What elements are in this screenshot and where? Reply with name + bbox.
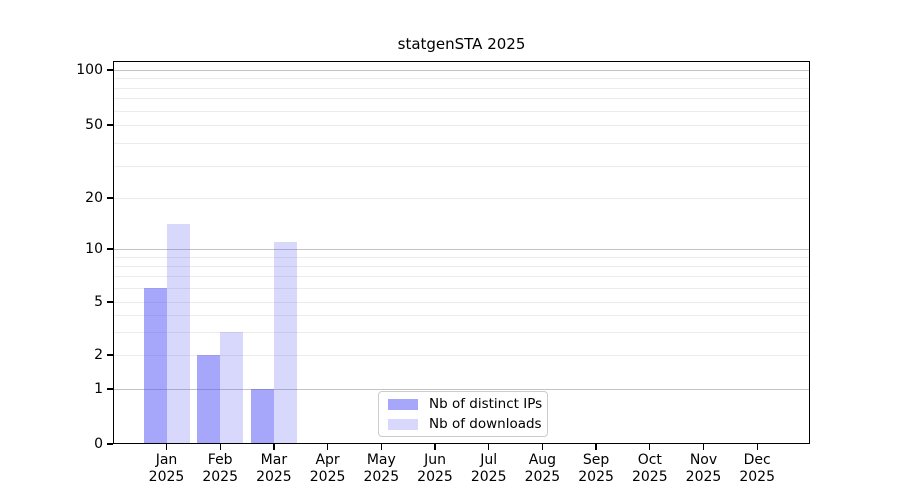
y-tick-label: 50 xyxy=(85,117,103,133)
x-tick xyxy=(756,444,758,450)
x-tick-label-feb: Feb 2025 xyxy=(202,452,238,485)
x-tick-label-apr: Apr 2025 xyxy=(309,452,346,485)
x-tick-label-nov: Nov 2025 xyxy=(685,452,722,485)
legend-swatch-distinct-ips xyxy=(388,398,418,410)
y-tick-label: 5 xyxy=(94,294,103,310)
bar-distinct-ips-feb xyxy=(197,355,221,444)
y-tick xyxy=(107,69,113,71)
gridline-minor xyxy=(114,87,809,89)
bar-downloads-mar xyxy=(273,241,297,444)
gridline-minor xyxy=(114,110,809,112)
x-tick-label-dec: Dec 2025 xyxy=(739,452,775,485)
x-tick-label-sep: Sep 2025 xyxy=(578,452,614,485)
gridline-minor xyxy=(114,266,809,268)
y-tick xyxy=(107,443,113,445)
gridline-major xyxy=(114,389,809,390)
x-tick xyxy=(380,444,382,450)
bar-downloads-jan xyxy=(166,224,190,444)
y-tick xyxy=(107,248,113,250)
y-tick xyxy=(107,354,113,356)
y-tick-label: 10 xyxy=(85,241,103,257)
x-tick-label-jul: Jul 2025 xyxy=(470,452,507,485)
x-tick-label-jun: Jun 2025 xyxy=(417,452,453,485)
x-tick-label-may: May 2025 xyxy=(363,452,400,485)
x-tick-label-aug: Aug 2025 xyxy=(524,452,561,485)
x-tick xyxy=(649,444,651,450)
legend-label-downloads: Nb of downloads xyxy=(429,416,542,432)
x-tick-label-mar: Mar 2025 xyxy=(256,452,292,485)
y-tick-label: 100 xyxy=(76,62,103,78)
y-tick-label: 2 xyxy=(94,347,103,363)
legend: Nb of distinct IPs Nb of downloads xyxy=(378,391,548,437)
gridline-minor xyxy=(114,165,809,167)
x-tick-label-oct: Oct 2025 xyxy=(631,452,668,485)
bar-distinct-ips-jan xyxy=(143,288,167,444)
y-tick xyxy=(107,301,113,303)
y-tick xyxy=(107,388,113,390)
y-tick-label: 0 xyxy=(94,436,103,452)
gridline-minor xyxy=(114,142,809,144)
legend-swatch-downloads xyxy=(388,418,418,430)
gridline-major xyxy=(114,249,809,250)
x-tick xyxy=(219,444,221,450)
y-tick xyxy=(107,124,113,126)
gridline-minor xyxy=(114,302,809,303)
gridline-minor xyxy=(114,276,809,278)
y-tick xyxy=(107,197,113,199)
x-tick xyxy=(541,444,544,450)
gridline-minor xyxy=(114,355,809,356)
x-tick xyxy=(595,444,597,450)
x-tick xyxy=(165,444,168,450)
legend-row-distinct-ips: Nb of distinct IPs xyxy=(379,396,547,412)
gridline-major xyxy=(114,70,809,71)
gridline-minor xyxy=(114,331,809,333)
x-tick-label-jan: Jan 2025 xyxy=(148,452,185,485)
gridline-minor xyxy=(114,125,809,126)
x-tick xyxy=(702,444,705,450)
x-tick xyxy=(488,444,490,450)
x-tick xyxy=(326,444,329,450)
y-tick-label: 20 xyxy=(85,190,103,206)
bar-distinct-ips-mar xyxy=(250,389,274,444)
gridline-minor xyxy=(114,198,809,199)
gridline-minor xyxy=(114,257,809,259)
gridline-minor xyxy=(114,288,809,290)
gridline-minor xyxy=(114,314,809,316)
x-tick xyxy=(273,444,275,450)
bar-downloads-feb xyxy=(220,331,244,444)
legend-label-distinct-ips: Nb of distinct IPs xyxy=(429,396,543,412)
x-tick xyxy=(434,444,436,450)
chart-title: statgenSTA 2025 xyxy=(397,35,526,53)
gridline-minor xyxy=(114,98,809,100)
gridline-minor xyxy=(114,78,809,80)
legend-row-downloads: Nb of downloads xyxy=(379,416,547,432)
y-tick-label: 1 xyxy=(94,381,103,397)
